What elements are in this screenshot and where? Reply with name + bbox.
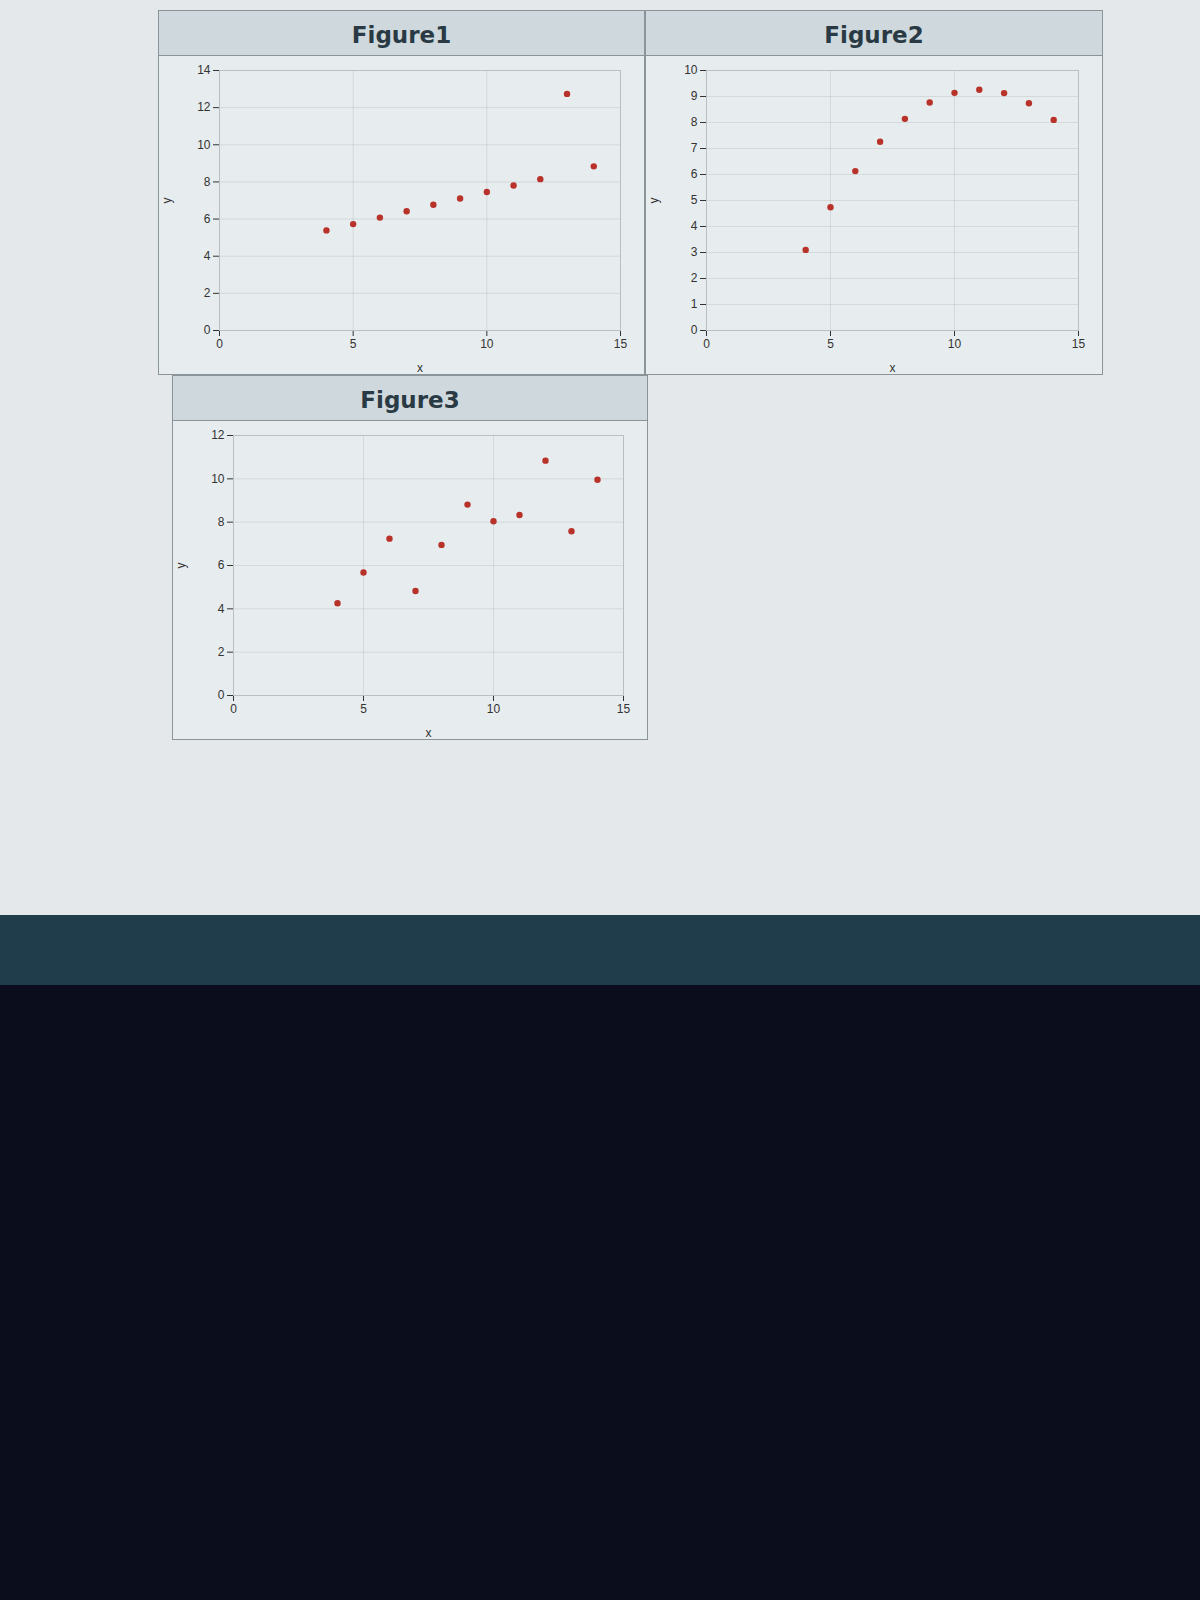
svg-text:9: 9: [691, 89, 698, 103]
svg-text:6: 6: [218, 558, 225, 572]
svg-text:6: 6: [204, 212, 211, 226]
svg-text:y: y: [160, 198, 174, 204]
svg-text:8: 8: [691, 115, 698, 129]
svg-text:10: 10: [948, 337, 962, 351]
svg-text:5: 5: [827, 337, 834, 351]
svg-text:y: y: [174, 563, 188, 569]
svg-text:10: 10: [480, 337, 494, 351]
svg-text:x: x: [417, 361, 423, 375]
svg-text:14: 14: [197, 63, 211, 77]
html-text:Figure2: Figure2: [824, 22, 924, 48]
svg-text:12: 12: [197, 100, 211, 114]
svg-text:2: 2: [204, 286, 211, 300]
svg-text:8: 8: [204, 175, 211, 189]
svg-text:1: 1: [691, 297, 698, 311]
svg-text:15: 15: [1072, 337, 1086, 351]
svg-text:12: 12: [211, 428, 225, 442]
svg-text:0: 0: [204, 323, 211, 337]
svg-text:5: 5: [360, 702, 367, 716]
svg-text:0: 0: [703, 337, 710, 351]
svg-text:10: 10: [487, 702, 501, 716]
svg-text:2: 2: [218, 645, 225, 659]
svg-text:10: 10: [211, 472, 225, 486]
svg-text:10: 10: [197, 138, 211, 152]
svg-text:8: 8: [218, 515, 225, 529]
svg-text:7: 7: [691, 141, 698, 155]
svg-text:3: 3: [691, 245, 698, 259]
svg-text:0: 0: [218, 688, 225, 702]
svg-text:15: 15: [614, 337, 628, 351]
svg-text:5: 5: [350, 337, 357, 351]
svg-text:x: x: [890, 361, 896, 375]
svg-text:5: 5: [691, 193, 698, 207]
svg-text:10: 10: [684, 63, 698, 77]
svg-text:y: y: [647, 198, 661, 204]
svg-text:4: 4: [218, 602, 225, 616]
svg-text:0: 0: [216, 337, 223, 351]
svg-text:4: 4: [204, 249, 211, 263]
svg-text:15: 15: [617, 702, 631, 716]
svg-text:0: 0: [691, 323, 698, 337]
svg-text:0: 0: [230, 702, 237, 716]
svg-text:x: x: [426, 726, 432, 740]
svg-text:6: 6: [691, 167, 698, 181]
html-text:Figure3: Figure3: [360, 387, 460, 413]
svg-text:4: 4: [691, 219, 698, 233]
html-text:Figure1: Figure1: [351, 22, 452, 48]
svg-text:2: 2: [691, 271, 698, 285]
